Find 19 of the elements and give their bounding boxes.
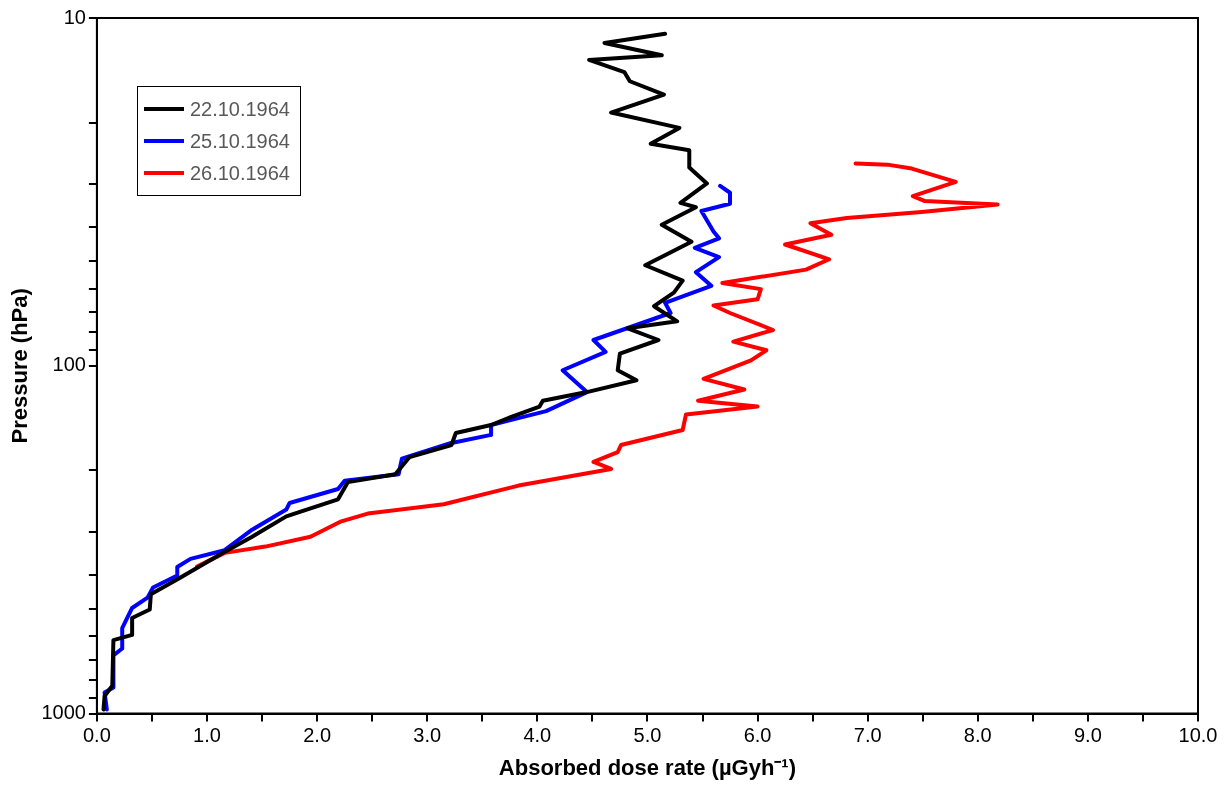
y-tick-label: 100	[52, 353, 86, 376]
x-tick-label: 9.0	[1073, 724, 1102, 747]
x-tick-label: 5.0	[633, 724, 662, 747]
x-axis-title: Absorbed dose rate (µGyh⁻¹)	[498, 754, 797, 780]
legend-label: 22.10.1964	[189, 97, 290, 121]
x-tick-label: 8.0	[963, 724, 992, 747]
x-tick-label: 6.0	[743, 724, 772, 747]
x-tick-label: 10.0	[1178, 724, 1218, 747]
x-tick-label: 4.0	[523, 724, 552, 747]
x-tick-label: 0.0	[82, 724, 111, 747]
legend-label: 25.10.1964	[189, 129, 290, 153]
x-tick-label: 3.0	[413, 724, 442, 747]
x-tick-label: 1.0	[193, 724, 221, 747]
y-tick-label: 1000	[41, 701, 86, 724]
x-tick-label: 2.0	[303, 724, 332, 747]
y-axis-title: Pressure (hPa)	[7, 288, 33, 444]
x-tick-label: 7.0	[853, 724, 882, 747]
y-tick-label: 10	[63, 5, 86, 28]
legend-label: 26.10.1964	[189, 161, 290, 185]
